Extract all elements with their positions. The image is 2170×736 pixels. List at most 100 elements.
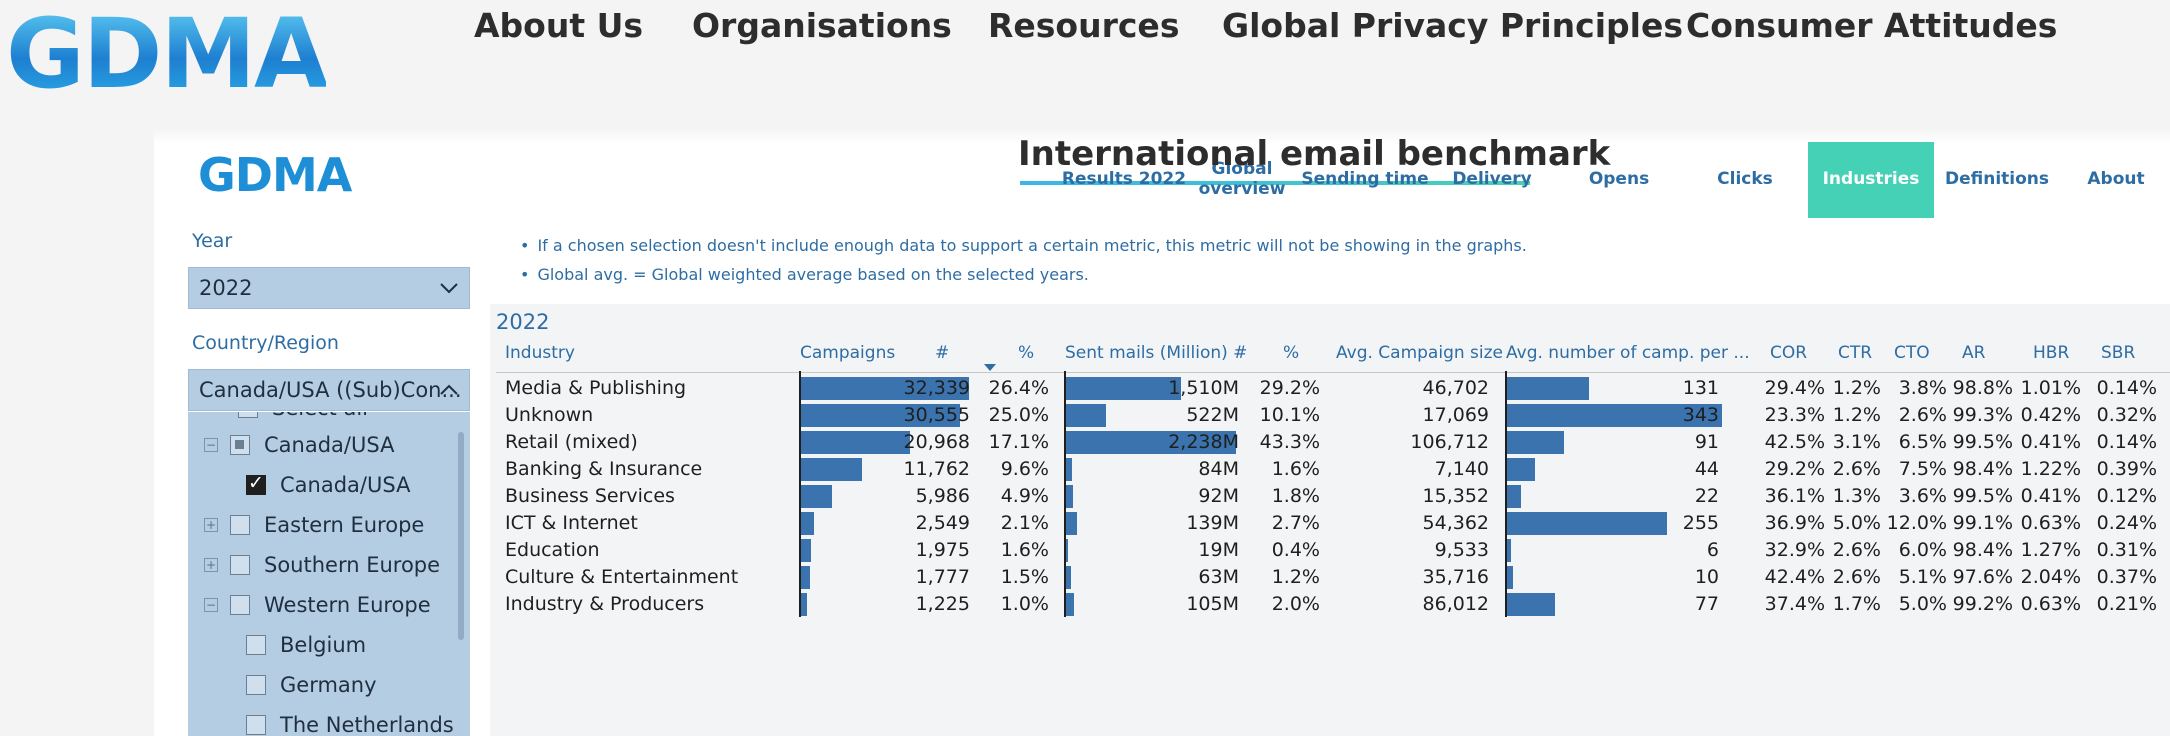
col-industry[interactable]: Industry <box>505 343 575 363</box>
campaigns-bar <box>801 431 910 454</box>
cell-campaigns-pct: 1.6% <box>1000 539 1049 561</box>
site-logo[interactable]: GDMA <box>6 0 328 110</box>
cell-ctr: 1.2% <box>1832 404 1881 426</box>
nav-resources[interactable]: Resources <box>988 6 1180 45</box>
year-dropdown[interactable]: 2022 <box>188 267 470 309</box>
tree-canada-usa-group[interactable]: − Canada/USA <box>204 433 395 457</box>
cell-avg-size: 46,702 <box>1422 377 1489 399</box>
tab-industries[interactable]: Industries <box>1808 142 1934 218</box>
tree-eastern-europe[interactable]: + Eastern Europe <box>204 513 425 537</box>
cell-sent: 84M <box>1198 458 1239 480</box>
tab-underline <box>1020 181 1530 185</box>
collapse-icon[interactable]: − <box>204 598 218 612</box>
cell-cto: 3.6% <box>1898 485 1947 507</box>
table-row[interactable]: Retail (mixed) 20,968 17.1% 2,238M 43.3% 106,… <box>496 429 2170 456</box>
avg_camp-bar <box>1507 404 1722 427</box>
country-label: Country/Region <box>192 332 339 354</box>
nav-about-us[interactable]: About Us <box>474 6 644 45</box>
cell-sent-pct: 0.4% <box>1271 539 1320 561</box>
cell-industry: Industry & Producers <box>505 593 705 615</box>
col-avg-camp[interactable]: Avg. number of camp. per ... <box>1506 343 1750 363</box>
cell-campaigns-pct: 25.0% <box>988 404 1049 426</box>
avg_camp-bar <box>1507 539 1511 562</box>
collapse-icon[interactable]: − <box>204 438 218 452</box>
cell-sent-pct: 10.1% <box>1259 404 1320 426</box>
cell-ar: 97.6% <box>1952 566 2013 588</box>
cell-avg-size: 86,012 <box>1422 593 1489 615</box>
tab-sending-time[interactable]: Sending time <box>1301 169 1429 190</box>
table-row[interactable]: Business Services 5,986 4.9% 92M 1.8% 15,352 2… <box>496 483 2170 510</box>
expand-icon[interactable]: + <box>204 518 218 532</box>
tab-definitions[interactable]: Definitions <box>1944 169 2050 190</box>
col-sent[interactable]: Sent mails (Million) # <box>1065 343 1248 363</box>
cell-campaigns: 5,986 <box>915 485 970 507</box>
checkbox[interactable] <box>230 515 250 535</box>
cell-cto: 5.0% <box>1898 593 1947 615</box>
col-campaigns[interactable]: Campaigns <box>800 343 896 363</box>
col-cto[interactable]: CTO <box>1894 343 1930 363</box>
cell-campaigns-pct: 26.4% <box>988 377 1049 399</box>
expand-icon[interactable]: + <box>204 558 218 572</box>
cell-ctr: 1.7% <box>1832 593 1881 615</box>
col-campaigns-pct[interactable]: % <box>1018 343 1035 363</box>
col-avg-size[interactable]: Avg. Campaign size <box>1336 343 1504 363</box>
col-campaigns-num[interactable]: # <box>935 343 950 363</box>
table-row[interactable]: Banking & Insurance 11,762 9.6% 84M 1.6% 7,14… <box>496 456 2170 483</box>
table-row[interactable]: Culture & Entertainment 1,777 1.5% 63M 1.2% 3… <box>496 564 2170 591</box>
tab-global-overview[interactable]: Global overview <box>1198 159 1286 199</box>
table-row[interactable]: Industry & Producers 1,225 1.0% 105M 2.0% 86,… <box>496 591 2170 618</box>
country-dropdown[interactable]: Canada/USA ((Sub)Con... <box>188 369 470 411</box>
sent-bar <box>1066 539 1068 562</box>
sent-bar <box>1066 512 1077 535</box>
checkbox-partial[interactable] <box>230 435 250 455</box>
nav-organisations[interactable]: Organisations <box>692 6 952 45</box>
col-ctr[interactable]: CTR <box>1838 343 1873 363</box>
tree-western-europe[interactable]: − Western Europe <box>204 593 431 617</box>
cell-hbr: 0.63% <box>2020 593 2081 615</box>
col-ar[interactable]: AR <box>1962 343 1986 363</box>
col-sbr[interactable]: SBR <box>2101 343 2136 363</box>
checkbox[interactable] <box>238 412 258 418</box>
cell-sbr: 0.39% <box>2096 458 2157 480</box>
header-divider <box>496 372 2170 373</box>
checkbox[interactable] <box>246 715 266 735</box>
cell-campaigns: 20,968 <box>903 431 970 453</box>
col-hbr[interactable]: HBR <box>2033 343 2070 363</box>
cell-sbr: 0.12% <box>2096 485 2157 507</box>
tree-the-netherlands[interactable]: The Netherlands <box>246 713 454 736</box>
checkbox[interactable] <box>230 595 250 615</box>
nav-consumer-attitudes[interactable]: Consumer Attitudes <box>1686 6 2058 45</box>
sent-bar <box>1066 377 1181 400</box>
sort-desc-icon[interactable] <box>984 364 996 371</box>
tree-canada-usa[interactable]: Canada/USA <box>246 472 410 497</box>
cell-cto: 6.5% <box>1898 431 1947 453</box>
tree-belgium[interactable]: Belgium <box>246 633 366 657</box>
tab-delivery[interactable]: Delivery <box>1452 169 1532 190</box>
tab-clicks[interactable]: Clicks <box>1717 169 1773 190</box>
table-row[interactable]: ICT & Internet 2,549 2.1% 139M 2.7% 54,362 255… <box>496 510 2170 537</box>
checkbox[interactable] <box>246 675 266 695</box>
cell-industry: Retail (mixed) <box>505 431 638 453</box>
cell-industry: Media & Publishing <box>505 377 687 399</box>
cell-sent: 19M <box>1198 539 1239 561</box>
checkbox-checked[interactable] <box>246 472 266 495</box>
table-row[interactable]: Unknown 30,555 25.0% 522M 10.1% 17,069 343 23.3… <box>496 402 2170 429</box>
checkbox[interactable] <box>246 635 266 655</box>
tree-scrollbar[interactable] <box>458 432 464 640</box>
tree-germany[interactable]: Germany <box>246 673 377 697</box>
tree-select-all[interactable]: Select all <box>238 412 368 420</box>
tree-southern-europe[interactable]: + Southern Europe <box>204 553 441 577</box>
cell-campaigns-pct: 17.1% <box>988 431 1049 453</box>
table-row[interactable]: Media & Publishing 32,339 26.4% 1,510M 29.2%… <box>496 375 2170 402</box>
chevron-up-icon <box>440 384 458 395</box>
tab-opens[interactable]: Opens <box>1588 169 1650 190</box>
nav-global-privacy-principles[interactable]: Global Privacy Principles <box>1222 6 1683 45</box>
tab-about[interactable]: About <box>2087 169 2145 190</box>
col-cor[interactable]: COR <box>1770 343 1808 363</box>
cell-cor: 36.9% <box>1764 512 1825 534</box>
cell-sent-pct: 2.0% <box>1271 593 1320 615</box>
tab-results-2022[interactable]: Results 2022 <box>1061 169 1187 190</box>
table-row[interactable]: Education 1,975 1.6% 19M 0.4% 9,533 6 32.9% 2.6%… <box>496 537 2170 564</box>
col-sent-pct[interactable]: % <box>1283 343 1300 363</box>
checkbox[interactable] <box>230 555 250 575</box>
